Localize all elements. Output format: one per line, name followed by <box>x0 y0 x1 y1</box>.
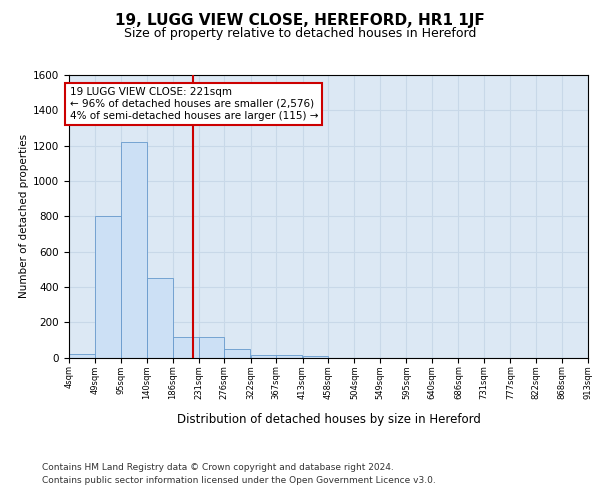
Bar <box>302 356 328 358</box>
Text: Size of property relative to detached houses in Hereford: Size of property relative to detached ho… <box>124 28 476 40</box>
Text: Contains HM Land Registry data © Crown copyright and database right 2024.: Contains HM Land Registry data © Crown c… <box>42 462 394 471</box>
Bar <box>173 337 199 357</box>
Bar <box>251 355 276 358</box>
Text: Distribution of detached houses by size in Hereford: Distribution of detached houses by size … <box>177 412 481 426</box>
Bar <box>199 337 224 357</box>
Y-axis label: Number of detached properties: Number of detached properties <box>19 134 29 298</box>
Bar <box>224 348 250 358</box>
Bar <box>95 216 121 358</box>
Text: 19, LUGG VIEW CLOSE, HEREFORD, HR1 1JF: 19, LUGG VIEW CLOSE, HEREFORD, HR1 1JF <box>115 12 485 28</box>
Bar <box>121 142 146 358</box>
Bar <box>277 355 302 358</box>
Text: 19 LUGG VIEW CLOSE: 221sqm
← 96% of detached houses are smaller (2,576)
4% of se: 19 LUGG VIEW CLOSE: 221sqm ← 96% of deta… <box>70 88 318 120</box>
Text: Contains public sector information licensed under the Open Government Licence v3: Contains public sector information licen… <box>42 476 436 485</box>
Bar <box>69 354 95 358</box>
Bar <box>147 278 173 357</box>
